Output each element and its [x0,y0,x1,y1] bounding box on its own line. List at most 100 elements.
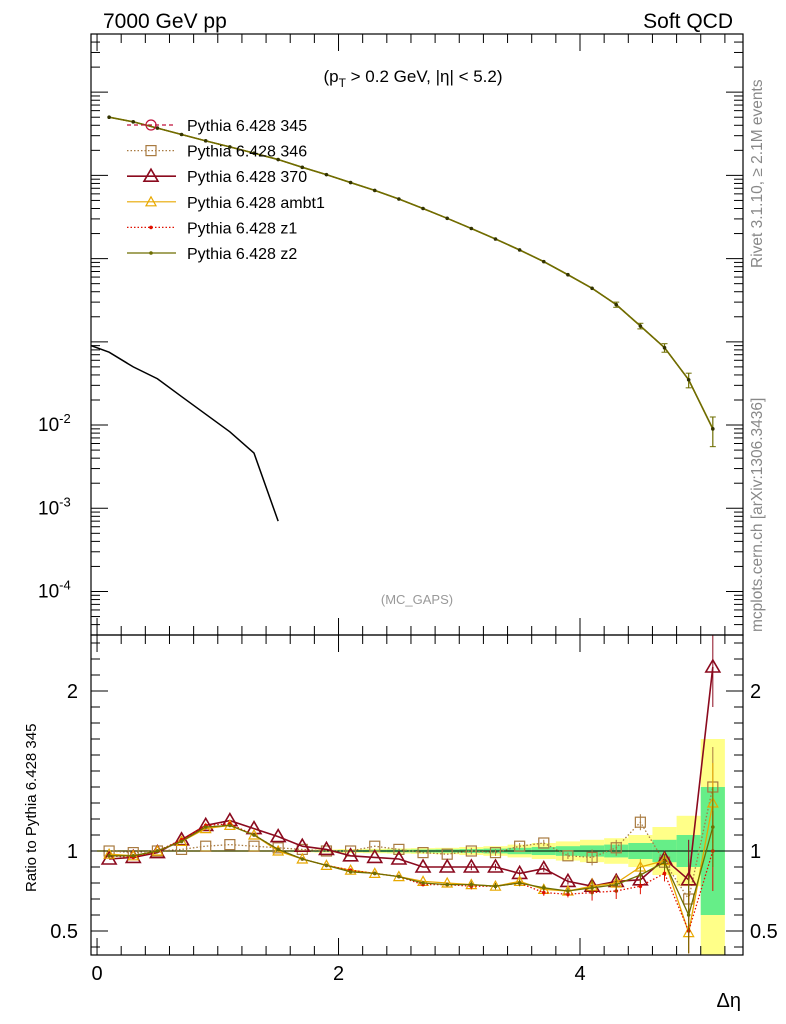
ratio-data-point [269,828,287,843]
main-series-line [108,116,714,430]
ratio-data-point [417,846,429,859]
legend-marker [149,225,153,230]
legend-label: Pythia 6.428 370 [187,169,307,186]
ratio-data-point [131,854,136,858]
x-tick-label: 2 [333,963,344,985]
main-data-point [711,427,715,431]
ratio-data-point [441,876,454,888]
reference-label: mcplots.cern.ch [arXiv:1306.3436] [749,398,766,632]
ratio-data-point [293,837,311,853]
legend: Pythia 6.428 345 Pythia 6.428 346 Pythia 6… [127,118,325,263]
main-plot-area: 10-2 10-3 10-4 (pT > 0.2 GeV, |η| < 5.2) (… [38,33,744,636]
ratio-data-point [414,858,432,873]
cut-label: (pT > 0.2 GeV, |η| < 5.2) [323,67,502,90]
ratio-data-point [686,913,691,917]
legend-marker [142,167,160,182]
legend-marker [144,195,158,207]
ratio-data-point [711,825,715,829]
y-tick-label: 0.5 [50,921,78,943]
ratio-data-point [462,858,480,873]
ratio-data-point [614,882,619,887]
ratio-data-point [586,851,598,864]
ratio-data-point [103,847,116,859]
ratio-data-point [397,874,401,879]
ratio-data-point [541,890,546,895]
main-data-point [397,197,401,201]
ratio-data-point [538,837,550,849]
ratio-data-point [372,871,377,876]
ratio-data-point [224,838,236,851]
ratio-series-line [109,802,714,936]
ratio-data-point [704,658,722,673]
main-series-line [108,116,714,430]
rivet-label: Rivet 3.1.10, ≥ 2.1M events [749,79,766,268]
y-tick-label: 1 [67,841,78,863]
ratio-data-point [390,850,408,865]
main-data-point [372,188,377,193]
main-data-point [445,216,449,221]
main-data-point [662,345,667,350]
ratio-data-point [517,881,522,885]
ratio-data-point [252,833,256,837]
ratio-data-point [541,886,546,890]
ratio-data-point [107,854,111,858]
main-data-point [300,165,305,170]
ratio-data-point [465,845,477,857]
main-data-point [179,132,184,137]
ratio-data-point [610,842,622,854]
y-tick-label: 10-4 [38,577,71,602]
ratio-data-point [487,858,504,873]
main-data-point [541,259,546,264]
main-data-point [686,377,691,382]
reference-curve [91,344,279,522]
ratio-data-point [366,848,384,864]
x-axis-label: Δη [717,990,741,1012]
main-data-point [348,180,353,185]
ratio-plot-frame [90,634,744,956]
legend-marker [145,119,157,131]
ratio-data-point [175,835,188,847]
y-tick-label: 1 [750,841,761,863]
ratio-data-point [348,870,353,874]
ratio-plot-area: 2 2 1 1 0.5 0.5 0 2 4 Ratio to Pythia 6.428 345… [23,634,778,1012]
y-tick-label: 10-2 [38,411,71,436]
ratio-data-point [634,816,646,828]
main-data-point [324,172,329,177]
ratio-data-point [469,882,474,887]
legend-marker [149,251,153,255]
legend-label: Pythia 6.428 ambt1 [187,195,325,212]
legend-label: Pythia 6.428 346 [187,144,307,161]
y-tick-label: 2 [750,681,761,703]
ratio-data-point [179,839,184,844]
main-series-line [108,116,714,430]
main-data-point [614,302,619,307]
main-data-point [276,157,280,162]
ratio-data-point [489,846,502,859]
ratio-data-point [393,843,405,856]
ratio-data-point [514,840,526,852]
legend-label: Pythia 6.428 z1 [187,220,297,237]
main-data-point [638,324,643,328]
y-tick-label: 2 [67,681,78,703]
ratio-data-point [566,889,570,893]
main-data-point [131,120,136,124]
ratio-data-point [276,847,280,852]
watermark-label: (MC_GAPS) [381,592,453,607]
ratio-data-point [638,884,643,888]
ratio-ylabel: Ratio to Pythia 6.428 345 [23,724,40,892]
ratio-data-point [228,823,232,828]
legend-label: Pythia 6.428 345 [187,118,307,135]
ratio-data-point [535,860,553,875]
ratio-data-point [421,881,425,885]
main-series-line [108,116,714,430]
ratio-data-point [662,871,667,876]
main-data-point [155,126,160,130]
ratio-series-line [109,823,714,933]
main-data-point [493,237,498,241]
ratio-data-point [200,840,212,852]
ratio-data-point [318,840,335,856]
x-tick-label: 0 [91,963,102,985]
main-data-point [107,115,111,120]
ratio-data-point [493,884,498,888]
